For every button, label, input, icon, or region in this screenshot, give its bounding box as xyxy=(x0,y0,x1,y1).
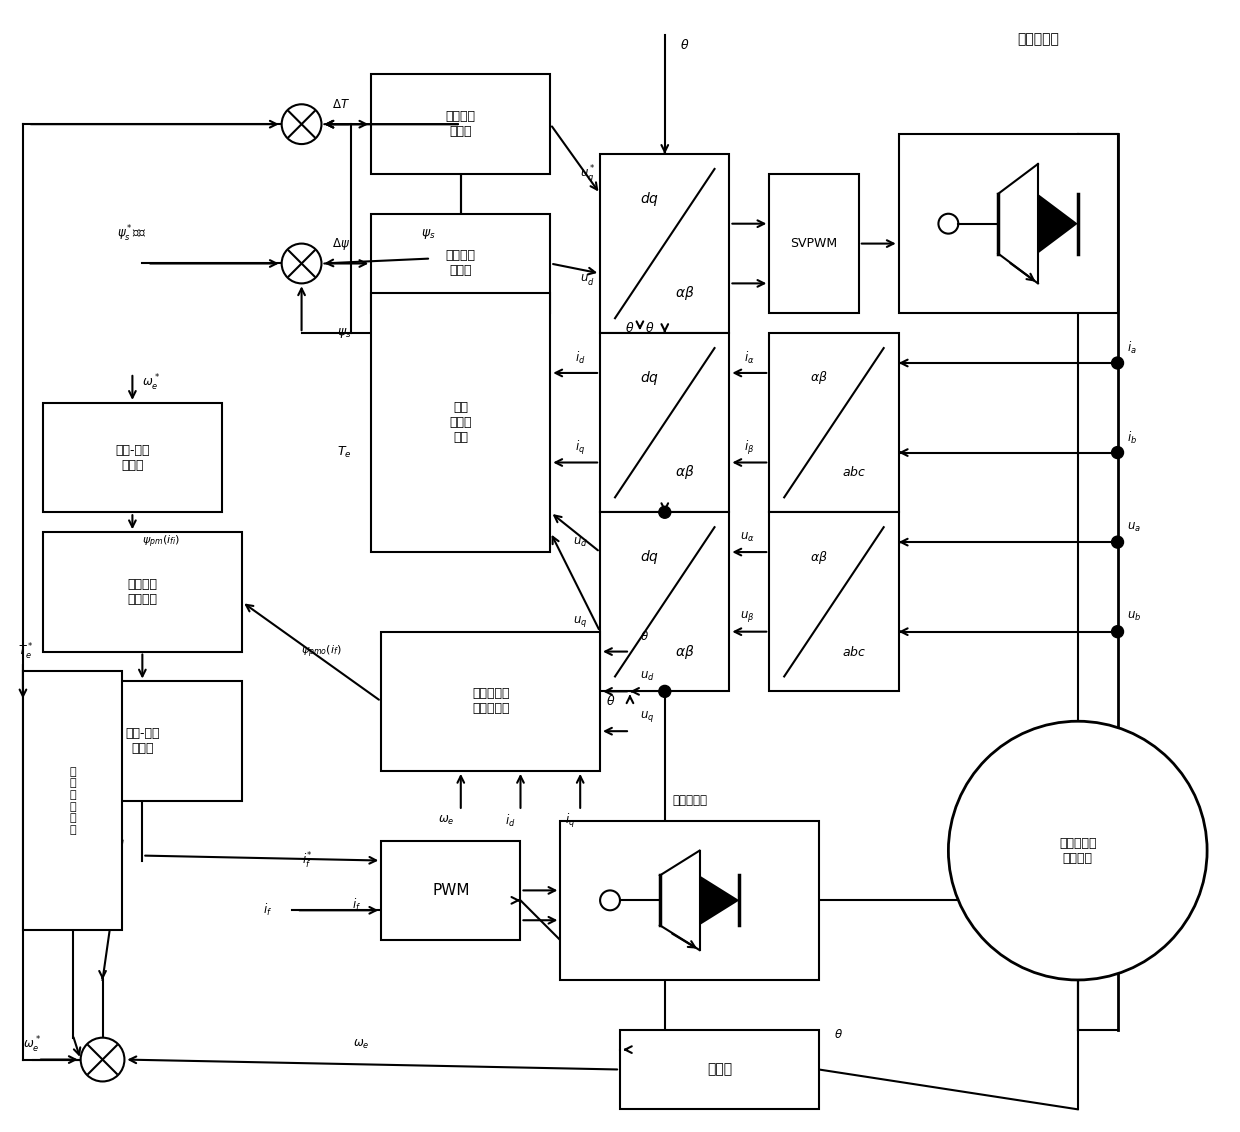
Text: $i_q$: $i_q$ xyxy=(575,438,585,456)
Bar xyxy=(371,293,551,552)
Text: $i_a$: $i_a$ xyxy=(1127,340,1137,357)
Text: $\alpha\beta$: $\alpha\beta$ xyxy=(810,549,828,566)
Text: $i_d$: $i_d$ xyxy=(575,350,585,366)
Bar xyxy=(769,333,899,513)
Bar xyxy=(381,632,600,771)
Text: 速度-永磁
磁链表: 速度-永磁 磁链表 xyxy=(115,444,150,472)
Text: $\theta$: $\theta$ xyxy=(680,37,689,52)
Text: $\omega_e$: $\omega_e$ xyxy=(353,1038,370,1052)
Text: $i_f$: $i_f$ xyxy=(352,898,361,914)
Bar xyxy=(371,214,551,314)
Circle shape xyxy=(281,104,321,144)
Text: $abc$: $abc$ xyxy=(842,644,866,659)
Circle shape xyxy=(1111,626,1123,637)
Circle shape xyxy=(81,1038,124,1081)
Circle shape xyxy=(1111,357,1123,369)
Text: $u_\alpha$: $u_\alpha$ xyxy=(739,531,754,543)
Circle shape xyxy=(281,243,321,283)
Circle shape xyxy=(1111,537,1123,548)
Text: $i_\beta$: $i_\beta$ xyxy=(744,438,754,456)
Text: $u_q$: $u_q$ xyxy=(640,709,655,723)
Bar xyxy=(899,134,1117,314)
Text: 转矩
子磁链
计算: 转矩 子磁链 计算 xyxy=(450,401,472,444)
Circle shape xyxy=(949,721,1207,980)
Text: $dq$: $dq$ xyxy=(640,190,660,208)
Circle shape xyxy=(600,891,620,910)
Text: 调磁变换器: 调磁变换器 xyxy=(672,795,707,807)
Text: $\alpha\beta$: $\alpha\beta$ xyxy=(675,284,694,302)
Bar xyxy=(43,532,242,652)
Text: $\psi_s^*$给定: $\psi_s^*$给定 xyxy=(118,224,148,243)
Text: 自适应永磁
磁链观测器: 自适应永磁 磁链观测器 xyxy=(472,687,510,715)
Text: $dq$: $dq$ xyxy=(640,369,660,387)
Text: $T_e$: $T_e$ xyxy=(337,445,351,460)
Text: 磁链-调磁
脉冲表: 磁链-调磁 脉冲表 xyxy=(125,727,160,755)
Circle shape xyxy=(658,506,671,518)
Text: 磁链滑膜
调节器: 磁链滑膜 调节器 xyxy=(446,249,476,277)
Circle shape xyxy=(1111,447,1123,458)
Text: $\alpha\beta$: $\alpha\beta$ xyxy=(810,369,828,386)
Text: $i_b$: $i_b$ xyxy=(1127,429,1137,446)
Text: $\theta$: $\theta$ xyxy=(835,1028,843,1041)
Text: 调磁脉冲
产生单元: 调磁脉冲 产生单元 xyxy=(128,577,157,606)
Polygon shape xyxy=(699,875,739,925)
Text: $\theta$: $\theta$ xyxy=(605,694,615,709)
Bar xyxy=(24,671,123,931)
Bar xyxy=(43,403,222,513)
Text: $\psi_{pm}(i_{fi})$: $\psi_{pm}(i_{fi})$ xyxy=(143,534,181,550)
Text: $u_q^*$: $u_q^*$ xyxy=(579,163,595,185)
Bar xyxy=(560,821,818,980)
Circle shape xyxy=(939,214,959,233)
Text: $u_d$: $u_d$ xyxy=(640,670,655,683)
Text: $dq$: $dq$ xyxy=(640,548,660,566)
Polygon shape xyxy=(1038,194,1078,254)
Text: $u_b$: $u_b$ xyxy=(1127,610,1142,624)
Text: $u_\beta$: $u_\beta$ xyxy=(740,609,754,624)
Text: $T_e^*$: $T_e^*$ xyxy=(17,642,33,661)
Bar xyxy=(371,75,551,174)
Text: $u_q$: $u_q$ xyxy=(573,615,588,629)
Text: $\Delta T$: $\Delta T$ xyxy=(332,97,351,111)
Text: $\theta$: $\theta$ xyxy=(640,631,649,643)
Bar xyxy=(43,681,242,800)
Text: $\Delta\psi$: $\Delta\psi$ xyxy=(332,235,351,251)
Bar xyxy=(600,513,729,692)
Text: $u_a$: $u_a$ xyxy=(1127,521,1142,534)
Text: $u_d^*$: $u_d^*$ xyxy=(579,268,595,289)
Text: $\alpha\beta$: $\alpha\beta$ xyxy=(675,643,694,661)
Text: $\psi_{pmo}(i_f)$: $\psi_{pmo}(i_f)$ xyxy=(300,643,341,660)
Bar xyxy=(600,333,729,513)
Text: 编码器: 编码器 xyxy=(707,1063,732,1077)
Bar xyxy=(600,154,729,333)
Bar xyxy=(769,174,859,314)
Bar xyxy=(620,1030,818,1109)
Text: $i_f$: $i_f$ xyxy=(263,902,272,918)
Text: $i_q$: $i_q$ xyxy=(565,812,575,830)
Text: $\omega_e$: $\omega_e$ xyxy=(438,814,454,827)
Text: SVPWM: SVPWM xyxy=(790,237,837,250)
Text: 转矩滑膜
调节器: 转矩滑膜 调节器 xyxy=(446,110,476,138)
Bar xyxy=(769,513,899,692)
Text: $i_f^{*}$: $i_f^{*}$ xyxy=(301,850,311,871)
Text: $abc$: $abc$ xyxy=(842,465,866,480)
Bar xyxy=(381,841,521,941)
Text: $\psi_s$: $\psi_s$ xyxy=(337,326,351,340)
Text: $i_\alpha$: $i_\alpha$ xyxy=(744,350,754,366)
Circle shape xyxy=(658,685,671,697)
Text: $u_d$: $u_d$ xyxy=(573,535,588,549)
Text: 定子永磁型
记忆电机: 定子永磁型 记忆电机 xyxy=(1059,837,1096,865)
Text: 速
护
调
速
装
置: 速 护 调 速 装 置 xyxy=(69,766,76,834)
Text: $i_d$: $i_d$ xyxy=(505,813,516,829)
Text: 三相逆变器: 三相逆变器 xyxy=(1017,33,1059,46)
Text: $\psi_s$: $\psi_s$ xyxy=(422,226,435,241)
Text: $\omega_e^*$: $\omega_e^*$ xyxy=(24,1035,41,1055)
Text: $\alpha\beta$: $\alpha\beta$ xyxy=(675,463,694,481)
Text: $\theta$: $\theta$ xyxy=(625,321,635,335)
Text: PWM: PWM xyxy=(432,883,470,898)
Text: $\theta$: $\theta$ xyxy=(645,321,655,335)
Text: $\omega_e^*$: $\omega_e^*$ xyxy=(143,372,160,393)
